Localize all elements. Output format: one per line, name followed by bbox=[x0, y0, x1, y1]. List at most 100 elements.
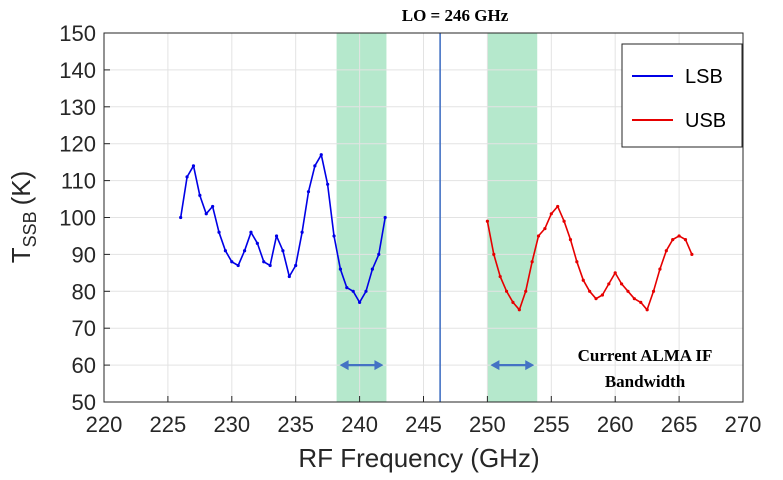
data-point-lsb-6 bbox=[217, 230, 221, 234]
data-point-lsb-14 bbox=[268, 263, 272, 268]
data-point-lsb-22 bbox=[319, 153, 323, 157]
y-tick-label-50: 50 bbox=[72, 390, 96, 415]
data-point-lsb-2 bbox=[191, 164, 196, 168]
data-point-lsb-8 bbox=[230, 260, 234, 264]
x-tick-label-255: 255 bbox=[533, 412, 570, 437]
x-tick-label-260: 260 bbox=[597, 412, 634, 437]
y-tick-label-120: 120 bbox=[59, 132, 96, 157]
data-point-usb-32 bbox=[690, 252, 694, 256]
x-tick-labels: 220 225 230 235 240 245 250 255 260 265 270 bbox=[86, 412, 762, 437]
data-point-lsb-27 bbox=[351, 289, 355, 293]
if-arrow-head-right-1 bbox=[374, 360, 384, 371]
data-point-usb-31 bbox=[683, 238, 688, 242]
x-tick-label-230: 230 bbox=[213, 412, 250, 437]
data-point-usb-17 bbox=[594, 297, 598, 301]
data-point-usb-11 bbox=[556, 204, 560, 209]
data-point-lsb-10 bbox=[242, 249, 247, 253]
data-point-lsb-4 bbox=[204, 212, 208, 216]
data-point-usb-15 bbox=[581, 278, 585, 282]
legend: LSB USB bbox=[621, 43, 743, 148]
data-point-usb-4 bbox=[511, 300, 515, 304]
data-point-usb-10 bbox=[549, 212, 553, 216]
data-point-lsb-18 bbox=[294, 263, 298, 268]
data-point-usb-26 bbox=[651, 289, 656, 293]
data-point-usb-27 bbox=[658, 267, 662, 271]
data-point-usb-30 bbox=[677, 234, 681, 238]
data-point-usb-19 bbox=[607, 282, 611, 286]
data-point-usb-23 bbox=[632, 297, 636, 301]
data-point-lsb-15 bbox=[274, 234, 279, 238]
data-point-lsb-16 bbox=[281, 249, 285, 253]
data-point-usb-6 bbox=[524, 289, 528, 293]
data-point-lsb-17 bbox=[287, 274, 291, 279]
data-point-usb-28 bbox=[664, 249, 668, 253]
data-point-usb-25 bbox=[645, 308, 649, 312]
data-point-lsb-3 bbox=[198, 193, 202, 197]
data-point-usb-12 bbox=[562, 219, 566, 223]
x-tick-label-235: 235 bbox=[277, 412, 314, 437]
data-point-usb-5 bbox=[517, 308, 521, 312]
data-point-usb-3 bbox=[504, 289, 509, 293]
data-point-lsb-5 bbox=[211, 204, 215, 209]
if-arrow-head-left-2 bbox=[490, 360, 500, 371]
axes bbox=[103, 32, 744, 403]
data-point-lsb-24 bbox=[332, 234, 336, 238]
y-tick-label-70: 70 bbox=[72, 316, 96, 341]
y-tick-label-100: 100 bbox=[59, 206, 96, 231]
data-point-lsb-19 bbox=[300, 230, 304, 234]
data-point-usb-24 bbox=[639, 300, 643, 304]
data-point-usb-1 bbox=[492, 252, 496, 256]
data-point-lsb-1 bbox=[185, 175, 189, 179]
y-tick-label-140: 140 bbox=[59, 58, 96, 83]
data-point-usb-8 bbox=[536, 234, 541, 238]
y-tick-label-90: 90 bbox=[72, 242, 96, 267]
data-point-lsb-30 bbox=[370, 267, 374, 271]
y-tick-label-60: 60 bbox=[72, 353, 96, 378]
legend-box bbox=[621, 43, 743, 148]
data-point-lsb-23 bbox=[326, 182, 330, 186]
annotation-line-1: Current ALMA IF bbox=[578, 346, 713, 365]
x-tick-label-270: 270 bbox=[725, 412, 762, 437]
y-axis-title: TSSB (K) bbox=[6, 171, 40, 264]
data-point-usb-16 bbox=[588, 289, 592, 293]
data-point-lsb-31 bbox=[377, 252, 381, 256]
data-point-lsb-28 bbox=[358, 300, 362, 304]
data-point-lsb-20 bbox=[306, 190, 311, 194]
legend-usb-label: USB bbox=[685, 110, 726, 132]
data-point-usb-14 bbox=[575, 260, 579, 264]
data-point-lsb-26 bbox=[345, 286, 349, 290]
series-group bbox=[179, 153, 694, 312]
lo-title: LO = 246 GHz bbox=[402, 6, 509, 25]
annotation-line-2: Bandwidth bbox=[605, 372, 686, 391]
y-tick-labels: 50 60 70 80 90 100 110 120 130 140 150 bbox=[59, 21, 96, 415]
data-point-usb-20 bbox=[613, 271, 617, 275]
data-point-usb-21 bbox=[619, 282, 624, 286]
y-tick-label-130: 130 bbox=[59, 95, 96, 120]
data-point-lsb-0 bbox=[179, 215, 183, 220]
x-tick-label-240: 240 bbox=[341, 412, 378, 437]
legend-lsb-label: LSB bbox=[685, 66, 723, 88]
data-point-usb-0 bbox=[485, 219, 489, 223]
if-arrows bbox=[339, 360, 535, 371]
y-tick-label-150: 150 bbox=[59, 21, 96, 46]
data-point-lsb-21 bbox=[313, 164, 317, 168]
data-point-lsb-29 bbox=[364, 289, 368, 293]
data-point-lsb-12 bbox=[255, 241, 259, 245]
x-axis-title: RF Frequency (GHz) bbox=[298, 443, 539, 473]
x-tick-label-250: 250 bbox=[469, 412, 506, 437]
data-point-lsb-13 bbox=[262, 260, 266, 264]
data-point-usb-13 bbox=[568, 238, 573, 242]
data-point-lsb-11 bbox=[249, 230, 253, 234]
y-axis-title-main: T bbox=[6, 247, 36, 263]
y-axis-title-unit: (K) bbox=[6, 171, 36, 206]
data-point-usb-29 bbox=[671, 238, 675, 242]
data-point-lsb-9 bbox=[236, 263, 240, 268]
x-tick-label-220: 220 bbox=[86, 412, 123, 437]
y-tick-label-110: 110 bbox=[61, 169, 96, 194]
if-arrow-head-right-2 bbox=[525, 360, 535, 371]
x-tick-label-245: 245 bbox=[405, 412, 442, 437]
data-point-lsb-25 bbox=[338, 267, 343, 271]
data-point-usb-22 bbox=[626, 289, 630, 293]
data-point-lsb-32 bbox=[383, 215, 387, 220]
